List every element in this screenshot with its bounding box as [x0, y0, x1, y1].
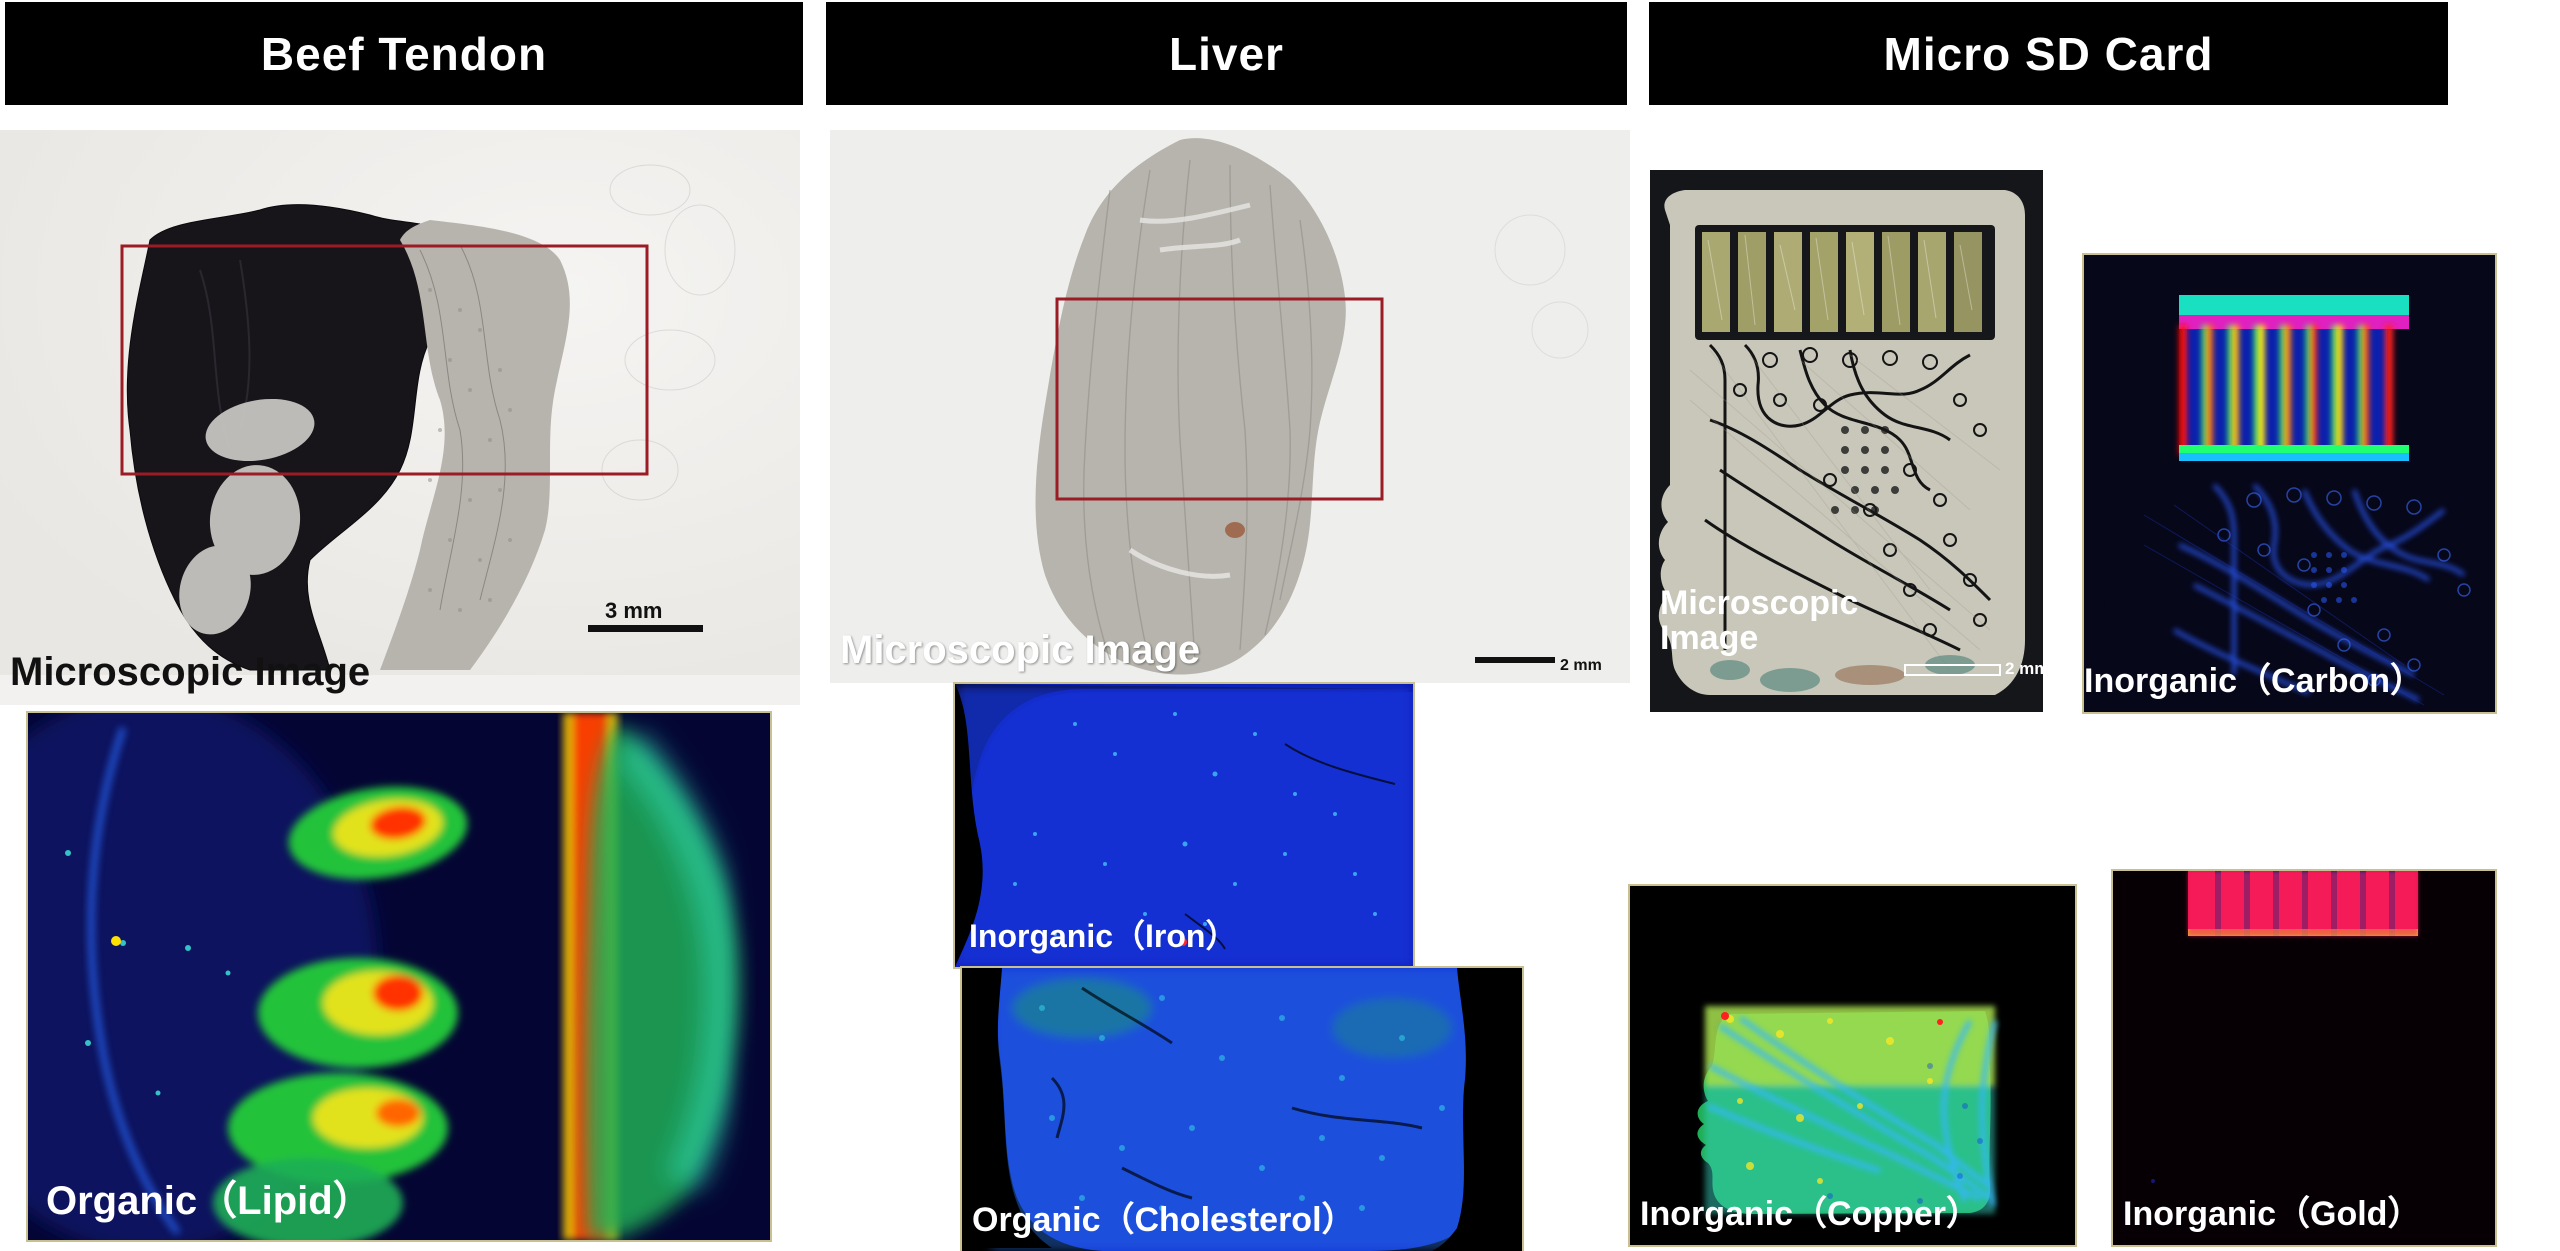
svg-text:2 mm: 2 mm	[1560, 657, 1602, 674]
svg-text:2 mm: 2 mm	[2005, 659, 2043, 678]
svg-text:3 mm: 3 mm	[605, 598, 662, 623]
